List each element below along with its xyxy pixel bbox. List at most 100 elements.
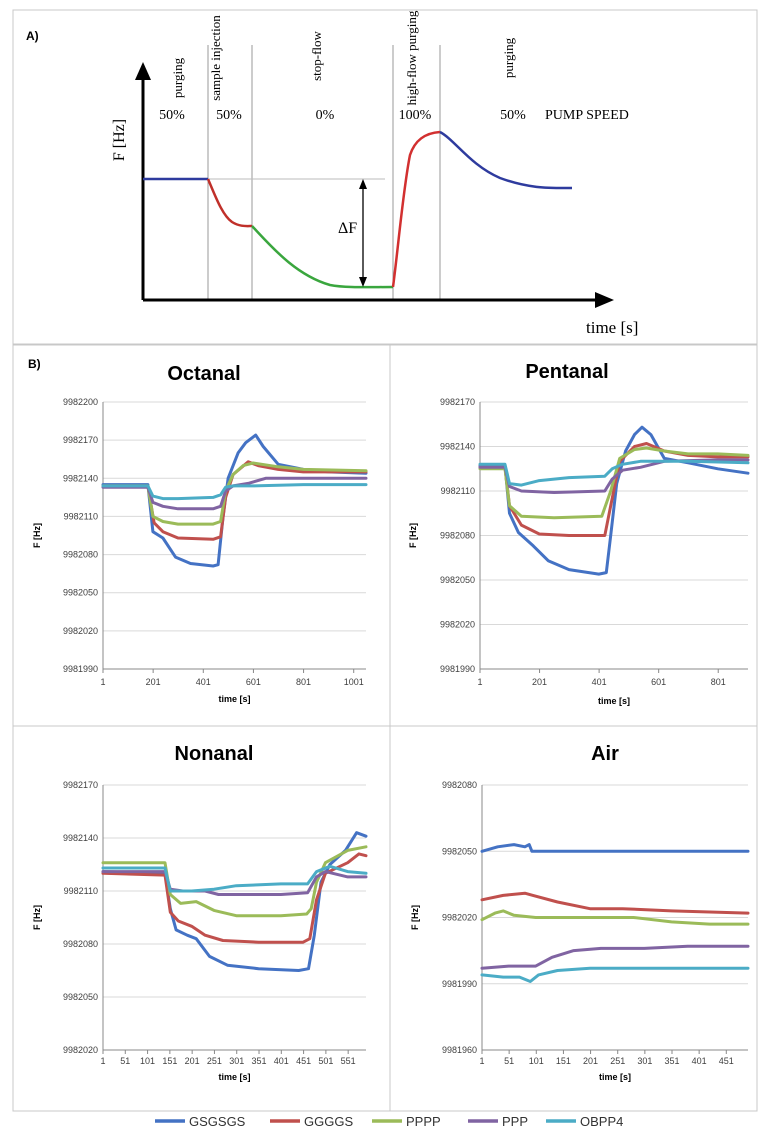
y-tick-label: 9982050: [63, 992, 98, 1002]
y-tick-label: 9982020: [63, 626, 98, 636]
x-tick-label: 401: [592, 677, 607, 687]
phase-name: purging: [501, 37, 516, 78]
series-line-ggggs: [101, 852, 368, 944]
x-axis-label: time [s]: [586, 318, 638, 337]
series-line-gsgsgs: [101, 831, 368, 972]
y-axis-label: F [Hz]: [32, 905, 42, 930]
signal-high-flow: [391, 130, 441, 288]
y-tick-label: 9982170: [63, 435, 98, 445]
x-tick-label: 51: [504, 1056, 514, 1066]
x-tick-label: 401: [692, 1056, 707, 1066]
y-tick-label: 9982080: [440, 531, 475, 541]
pump-speed-label: PUMP SPEED: [545, 108, 629, 123]
y-tick-label: 9981990: [442, 979, 477, 989]
y-tick-label: 9981990: [63, 664, 98, 674]
delta-f-label: ΔF: [338, 220, 357, 237]
x-tick-label: 201: [146, 677, 161, 687]
legend-label: OBPP4: [580, 1114, 623, 1129]
x-tick-label: 1: [100, 677, 105, 687]
y-axis-arrow: [135, 62, 151, 80]
x-tick-label: 151: [162, 1056, 177, 1066]
x-tick-label: 351: [664, 1056, 679, 1066]
x-tick-label: 201: [583, 1056, 598, 1066]
phase-name: sample injection: [208, 15, 223, 101]
y-tick-label: 9982020: [440, 620, 475, 630]
y-tick-label: 9982080: [63, 939, 98, 949]
chart-title: Nonanal: [175, 743, 254, 765]
pump-speed-value: 50%: [500, 108, 526, 123]
series-line-pppp: [101, 461, 368, 526]
pump-speed-value: 50%: [216, 108, 242, 123]
y-tick-label: 9982080: [63, 550, 98, 560]
y-axis-label: F [Hz]: [410, 905, 420, 930]
x-tick-label: 601: [651, 677, 666, 687]
legend-label: GSGSGS: [189, 1114, 246, 1129]
charts: Octanal 9981990 9982020 9982050 9982080 99821…: [32, 361, 750, 1082]
x-tick-label: 51: [120, 1056, 130, 1066]
signal-sample-injection: [206, 178, 253, 228]
y-tick-label: 9982140: [440, 442, 475, 452]
panel-a-label: A): [26, 29, 39, 43]
panel-a-frame: [12, 9, 758, 345]
y-axis-label: F [Hz]: [408, 523, 418, 548]
x-axis-label: time [s]: [598, 696, 630, 706]
x-tick-label: 201: [532, 677, 547, 687]
x-tick-label: 1: [477, 677, 482, 687]
x-tick-label: 351: [252, 1056, 267, 1066]
x-tick-label: 1001: [344, 677, 364, 687]
x-axis-label: time [s]: [218, 694, 250, 704]
x-tick-label: 201: [185, 1056, 200, 1066]
y-tick-label: 9981990: [440, 664, 475, 674]
series-line-ggggs: [480, 891, 750, 915]
y-tick-label: 9982050: [440, 575, 475, 585]
y-axis-label: F [Hz]: [111, 119, 128, 161]
y-tick-label: 9982080: [442, 780, 477, 790]
x-tick-label: 601: [246, 677, 261, 687]
phase-name: high-flow purging: [404, 10, 419, 105]
x-tick-label: 1: [100, 1056, 105, 1066]
pump-speed-value: 100%: [399, 108, 432, 123]
x-tick-label: 1: [479, 1056, 484, 1066]
y-tick-label: 9982050: [442, 846, 477, 856]
x-tick-label: 401: [196, 677, 211, 687]
x-tick-label: 251: [610, 1056, 625, 1066]
y-tick-label: 9982170: [440, 397, 475, 407]
panel-b: B): [12, 344, 758, 1112]
y-tick-label: 9982170: [63, 780, 98, 790]
pump-speed-value: 50%: [159, 108, 185, 123]
phase-name: purging: [170, 57, 185, 98]
legend: GSGSGS GGGGS PPPP PPP OBPP4: [155, 1114, 623, 1129]
pump-speed-value: 0%: [316, 108, 335, 123]
y-tick-label: 9982110: [64, 511, 98, 521]
series-line-gsgsgs: [480, 843, 750, 853]
x-tick-label: 801: [296, 677, 311, 687]
x-tick-label: 501: [318, 1056, 333, 1066]
x-tick-label: 451: [296, 1056, 311, 1066]
legend-label: PPPP: [406, 1114, 441, 1129]
y-axis-label: F [Hz]: [32, 523, 42, 548]
series-line-gsgsgs: [101, 433, 368, 568]
y-tick-label: 9982050: [63, 588, 98, 598]
series-line-pppp: [101, 845, 368, 918]
legend-label: GGGGS: [304, 1114, 353, 1129]
panel-b-frame: [12, 344, 758, 1112]
panel-b-label: B): [28, 357, 41, 371]
phase-name: stop-flow: [309, 30, 324, 80]
series-line-ppp: [480, 944, 750, 970]
x-tick-label: 301: [637, 1056, 652, 1066]
x-tick-label: 101: [529, 1056, 544, 1066]
x-tick-label: 451: [719, 1056, 734, 1066]
x-tick-label: 551: [341, 1056, 356, 1066]
series-line-pppp: [480, 909, 750, 926]
delta-f-arrowhead: [359, 179, 367, 189]
series-line-obpp4: [101, 864, 368, 893]
chart-title: Octanal: [167, 363, 240, 385]
y-tick-label: 9982110: [64, 886, 98, 896]
x-tick-label: 401: [274, 1056, 289, 1066]
x-axis-arrow: [595, 292, 614, 308]
x-tick-label: 151: [556, 1056, 571, 1066]
panel-a: A) purging sample injection stop-flow hi…: [12, 9, 758, 345]
signal-stop-flow: [251, 225, 394, 289]
